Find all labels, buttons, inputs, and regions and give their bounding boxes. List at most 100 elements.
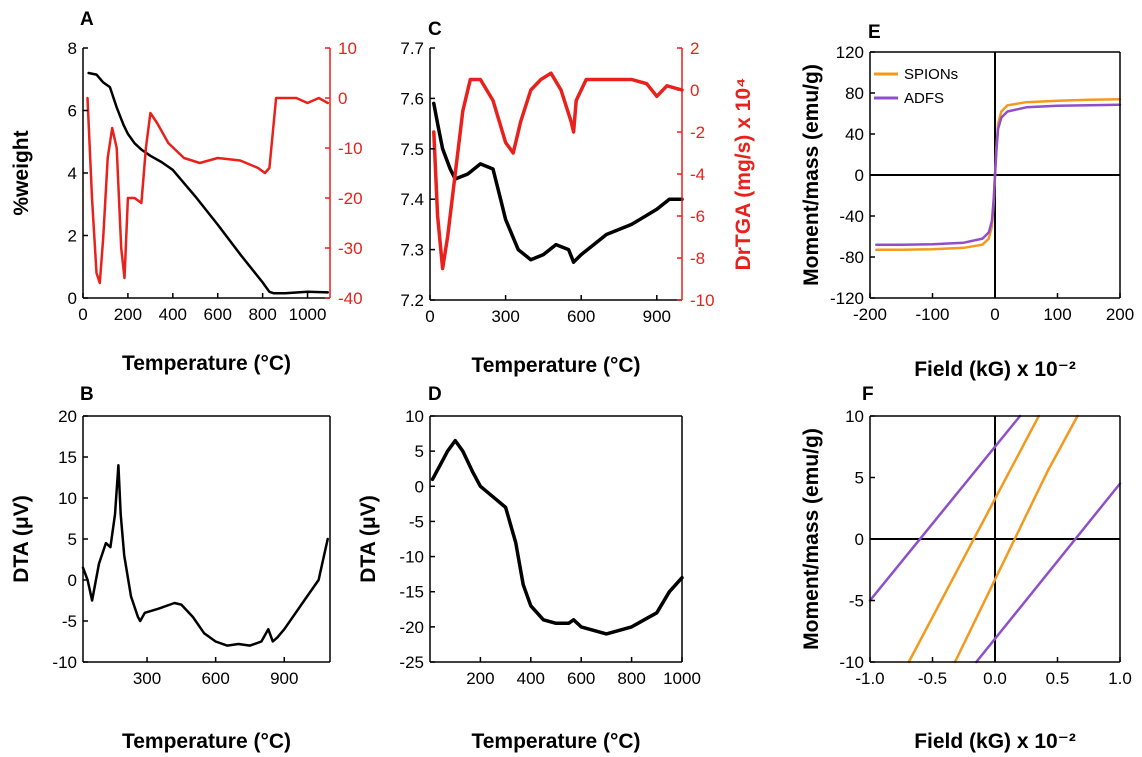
y-tick-label-right: 0	[338, 89, 347, 108]
x-axis-label: Temperature (°C)	[471, 354, 640, 377]
x-tick-label: 200	[114, 305, 142, 324]
axes-frame	[82, 415, 331, 663]
y-tick-label: 7.5	[400, 140, 424, 159]
axes-frame	[429, 415, 683, 663]
y-tick-label: 80	[845, 84, 864, 103]
y-axis-label: DTA (μV)	[357, 495, 380, 583]
y-tick-label: 40	[845, 125, 864, 144]
x-tick-label: 200	[466, 669, 494, 688]
x-tick-label: 0	[990, 305, 999, 324]
y-tick-label: -10	[52, 653, 77, 672]
y-tick-label-right: 0	[690, 81, 699, 100]
y-tick-label: -15	[399, 583, 424, 602]
y-tick-label: -20	[399, 618, 424, 637]
x-tick-label: 0.0	[983, 669, 1007, 688]
panel-label: A	[80, 9, 94, 30]
y-tick-label-right: -2	[690, 123, 705, 142]
y-tick-label-right: 2	[690, 39, 699, 58]
x-tick-label: -0.5	[918, 669, 947, 688]
y-tick-label: 8	[68, 39, 77, 58]
panel-d: D 200 400 600 800 1000 -25 -20 -15 -10 -5 0 5 10 Tempe…	[357, 384, 701, 753]
series-line-spions	[907, 414, 1041, 664]
series-line-adfs	[875, 103, 1122, 246]
x-axis-label: Field (kG) x 10⁻²	[914, 358, 1076, 381]
x-tick-label: 100	[1043, 305, 1071, 324]
x-tick-label: -100	[915, 305, 949, 324]
panel-b: B 300 600 900 -10 -5 0 5 10 15 20 Temperature (°C) D…	[10, 384, 331, 753]
x-axis-label: Field (kG) x 10⁻²	[914, 730, 1076, 753]
y-axis-label: Moment/mass (emu/g)	[800, 64, 823, 286]
axes-frame	[82, 48, 331, 299]
y-tick-label: 10	[845, 407, 864, 426]
y-tick-label: 5	[415, 442, 424, 461]
y-tick-label: 0	[415, 477, 424, 496]
y-tick-label-right: -20	[338, 189, 363, 208]
x-tick-label: 0	[78, 305, 87, 324]
y-tick-label: 10	[58, 489, 77, 508]
y-axis-label: Moment/mass (emu/g)	[800, 428, 823, 650]
x-tick-label: -1.0	[855, 669, 884, 688]
x-axis-label: Temperature (°C)	[122, 730, 291, 753]
y-tick-label: 0	[68, 289, 77, 308]
y-tick-label: -120	[830, 289, 864, 308]
y-tick-label: 20	[58, 407, 77, 426]
y-tick-label: 7.6	[400, 89, 424, 108]
x-tick-label: 300	[133, 669, 161, 688]
y-tick-label: 2	[68, 227, 77, 246]
panel-label: D	[428, 384, 442, 405]
x-tick-label: 1000	[289, 305, 327, 324]
x-tick-label: 600	[201, 669, 229, 688]
y-tick-label: 5	[855, 469, 864, 488]
y-tick-label: -25	[399, 653, 424, 672]
y-tick-label: -5	[849, 592, 864, 611]
y-tick-label: -10	[399, 548, 424, 567]
x-tick-label: 1.0	[1108, 669, 1132, 688]
y-tick-label: 0	[855, 166, 864, 185]
series-line-black	[430, 438, 684, 636]
series-line-black	[87, 71, 330, 295]
x-tick-label: 200	[1106, 305, 1134, 324]
y-axis-label-right: DrTGA (mg/s) x 10⁴	[732, 78, 755, 271]
y-tick-label-right: -40	[338, 289, 363, 308]
y-tick-label: 0	[68, 571, 77, 590]
y-tick-label: -10	[839, 653, 864, 672]
legend: SPIONs ADFS	[874, 66, 958, 107]
x-axis-label: Temperature (°C)	[122, 352, 291, 375]
panel-c: C 0 300 600 900 7.2 7.3 7.4 7.5 7.6 7.7 -10 -8 -6 -4 -2…	[400, 19, 755, 377]
panel-e: E -200 -100 0 100 200 -120 -80 -40 0 40 80 120 Field …	[800, 22, 1134, 381]
y-tick-label: 7.7	[400, 39, 424, 58]
legend-entry: ADFS	[904, 90, 944, 107]
y-tick-label-right: -4	[690, 165, 705, 184]
x-tick-label: 0	[425, 307, 434, 326]
series-line-red	[86, 96, 330, 285]
y-tick-label-right: 10	[338, 39, 357, 58]
series-line-red	[432, 71, 684, 271]
x-tick-label: 300	[491, 307, 519, 326]
y-tick-label: 15	[58, 448, 77, 467]
y-tick-label: -40	[839, 207, 864, 226]
y-tick-label: 6	[68, 102, 77, 121]
y-tick-label: 5	[68, 530, 77, 549]
y-tick-label-right: -10	[690, 291, 715, 310]
y-tick-label: 7.2	[400, 291, 424, 310]
x-tick-label: 800	[617, 669, 645, 688]
x-axis-label: Temperature (°C)	[471, 730, 640, 753]
y-tick-label: 120	[836, 43, 864, 62]
y-tick-label: 4	[68, 164, 77, 183]
x-tick-label: 0.5	[1046, 669, 1070, 688]
x-tick-label: -200	[853, 305, 887, 324]
series-line-black	[432, 101, 684, 264]
x-tick-label: 400	[517, 669, 545, 688]
panel-label: E	[868, 22, 881, 43]
y-axis-label: DTA (μV)	[10, 495, 33, 583]
panel-label: B	[80, 384, 94, 405]
x-tick-label: 1000	[663, 669, 701, 688]
series-line-spions	[953, 414, 1079, 664]
y-tick-label-right: -10	[338, 139, 363, 158]
y-tick-label-right: -30	[338, 239, 363, 258]
y-tick-label: -5	[409, 512, 424, 531]
x-tick-label: 600	[567, 307, 595, 326]
y-tick-label: 0	[855, 530, 864, 549]
series-line-adfs	[868, 414, 1022, 602]
